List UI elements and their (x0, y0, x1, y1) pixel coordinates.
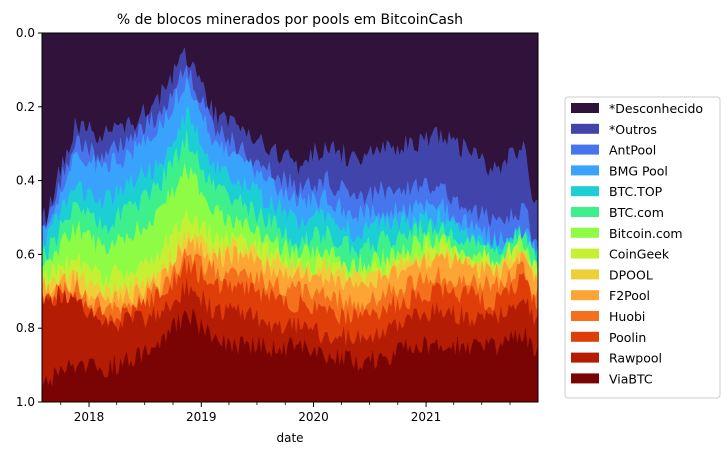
legend-label-dpool: DPOOL (609, 267, 653, 282)
legend-swatch-coingeek (571, 248, 599, 259)
legend-label-btc-top: BTC.TOP (609, 184, 663, 199)
legend-label-coingeek: CoinGeek (609, 247, 670, 262)
legend-swatch-bmg-pool (571, 165, 599, 176)
y-tick-label: 0.2 (16, 100, 35, 114)
legend-label-f2pool: F2Pool (609, 288, 650, 303)
x-tick-label: 2019 (186, 410, 217, 424)
legend-label-outros: *Outros (609, 122, 657, 137)
chart-title: % de blocos minerados por pools em Bitco… (117, 12, 463, 28)
x-tick-label: 2018 (74, 410, 105, 424)
y-tick-label: 0.0 (16, 26, 35, 40)
legend-swatch-viabtc (571, 373, 599, 384)
legend-label-bmg-pool: BMG Pool (609, 163, 668, 178)
x-axis-label: date (276, 431, 303, 445)
legend-swatch-btc-top (571, 186, 599, 197)
legend-label-antpool: AntPool (609, 143, 656, 158)
legend-swatch-rawpool (571, 352, 599, 363)
legend-label-desconhecido: *Desconhecido (609, 101, 703, 116)
x-tick-label: 2020 (298, 410, 329, 424)
legend-label-poolin: Poolin (609, 330, 646, 345)
legend-label-btc-com: BTC.com (609, 205, 664, 220)
legend-swatch-outros (571, 123, 599, 134)
legend-swatch-poolin (571, 331, 599, 342)
legend-swatch-bitcoin-com (571, 227, 599, 238)
y-axis: 0.0 0.2 0.4 0.6 0.8 1.0 (16, 26, 42, 409)
x-tick-label: 2021 (411, 410, 442, 424)
legend-label-bitcoin-com: Bitcoin.com (609, 226, 683, 241)
y-tick-label: 0.8 (16, 321, 35, 335)
legend-label-rawpool: Rawpool (609, 351, 662, 366)
legend-swatch-dpool (571, 269, 599, 280)
legend-swatch-huobi (571, 311, 599, 321)
x-axis: 2018 2019 2020 2021 (60, 402, 511, 424)
plot-frame (41, 32, 539, 403)
legend-swatch-antpool (571, 144, 599, 155)
y-tick-label: 0.4 (16, 174, 35, 188)
legend-frame (564, 96, 721, 399)
y-tick-label: 1.0 (16, 395, 35, 409)
y-tick-label: 0.6 (16, 247, 35, 261)
legend-swatch-btc-com (571, 207, 599, 217)
legend-label-viabtc: ViaBTC (609, 371, 653, 386)
legend-label-huobi: Huobi (609, 309, 645, 324)
legend-swatch-f2pool (571, 290, 599, 301)
plot-area (41, 32, 539, 403)
legend: *Desconhecido *Outros AntPool BMG Pool BTC.T… (564, 96, 721, 399)
legend-swatch-desconhecido (571, 103, 599, 113)
